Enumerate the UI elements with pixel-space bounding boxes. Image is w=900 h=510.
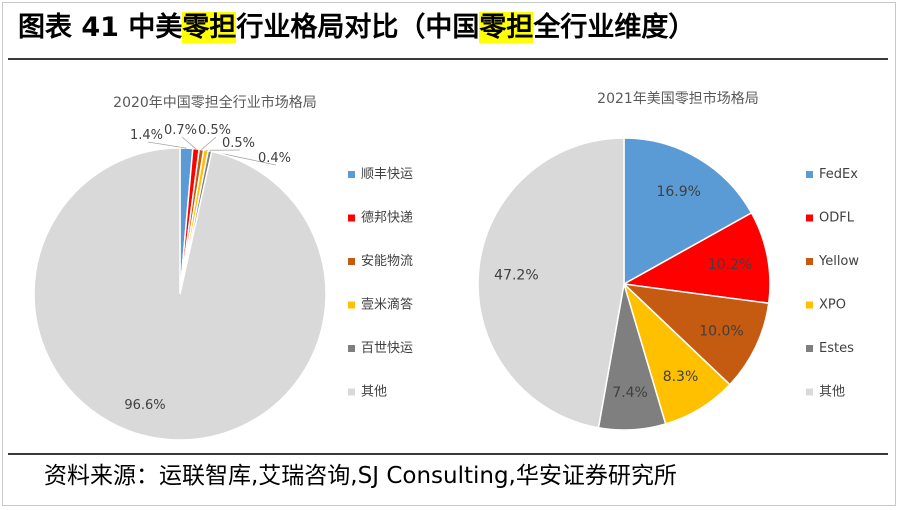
legend-swatch (348, 388, 355, 396)
title-highlight: 零担 (479, 12, 534, 43)
legend-swatch (348, 214, 355, 222)
data-label: 0.7% (164, 123, 197, 138)
legend-swatch (348, 301, 355, 309)
pie-slice (621, 282, 770, 386)
legend-label: Yellow (818, 254, 859, 269)
legend-swatch (348, 345, 355, 352)
data-label: 96.6% (124, 398, 165, 413)
title-segment: 图表 41 中美 (18, 12, 183, 43)
legend-swatch (806, 345, 813, 352)
data-label: 47.2% (494, 268, 538, 284)
legend-label: 壹米滴答 (361, 297, 413, 313)
figure-title: 图表 41 中美零担行业格局对比（中国零担全行业维度） (18, 6, 695, 50)
pie-title: 2020年中国零担全行业市场格局 (113, 94, 317, 111)
leader-line (181, 136, 197, 150)
source-divider (8, 453, 888, 455)
leader-line (201, 136, 217, 150)
source-note: 资料来源：运联智库,艾瑞咨询,SJ Consulting,华安证券研究所 (44, 463, 677, 489)
legend-label: 顺丰快运 (361, 167, 413, 182)
data-label: 16.9% (656, 184, 700, 200)
legend-swatch (348, 258, 355, 265)
legend-swatch (348, 171, 355, 178)
title-segment: 行业格局对比（中国 (236, 12, 480, 43)
legend-label: 百世快运 (361, 341, 413, 356)
legend-label: ODFL (819, 211, 855, 226)
legend-label: 安能物流 (361, 254, 413, 269)
data-label: 10.0% (699, 324, 743, 340)
data-label: 1.4% (130, 128, 163, 143)
legend-label: XPO (819, 298, 846, 313)
legend-label: 其他 (361, 385, 387, 400)
pie-slice (623, 137, 753, 286)
legend-label: Estes (819, 341, 854, 356)
data-label: 7.4% (612, 385, 648, 401)
legend-swatch (806, 258, 813, 265)
data-label: 0.4% (258, 151, 291, 166)
leader-line (147, 141, 187, 149)
legend-label: 德邦快递 (361, 211, 413, 226)
legend-swatch (806, 214, 813, 222)
data-label: 8.3% (663, 369, 699, 385)
pie-title: 2021年美国零担市场格局 (597, 90, 759, 107)
legend-swatch (806, 388, 813, 396)
data-label: 0.5% (222, 136, 255, 151)
title-highlight: 零担 (182, 12, 237, 43)
legend-swatch (806, 171, 813, 178)
pie-slice (621, 211, 771, 305)
us-pie-chart: 2021年美国零担市场格局 16.9% 10.2% 10.0% 8.3% 7.4% 47.2… (477, 90, 859, 431)
data-label: 10.2% (708, 257, 752, 273)
title-segment: 全行业维度） (533, 12, 696, 43)
legend-label: FedEx (819, 167, 858, 182)
pie-slice (477, 137, 625, 429)
legend-label: 其他 (819, 385, 845, 400)
title-divider (8, 58, 888, 60)
pie-slice (33, 147, 327, 441)
legend-swatch (806, 301, 813, 309)
data-label: 0.5% (198, 123, 231, 138)
